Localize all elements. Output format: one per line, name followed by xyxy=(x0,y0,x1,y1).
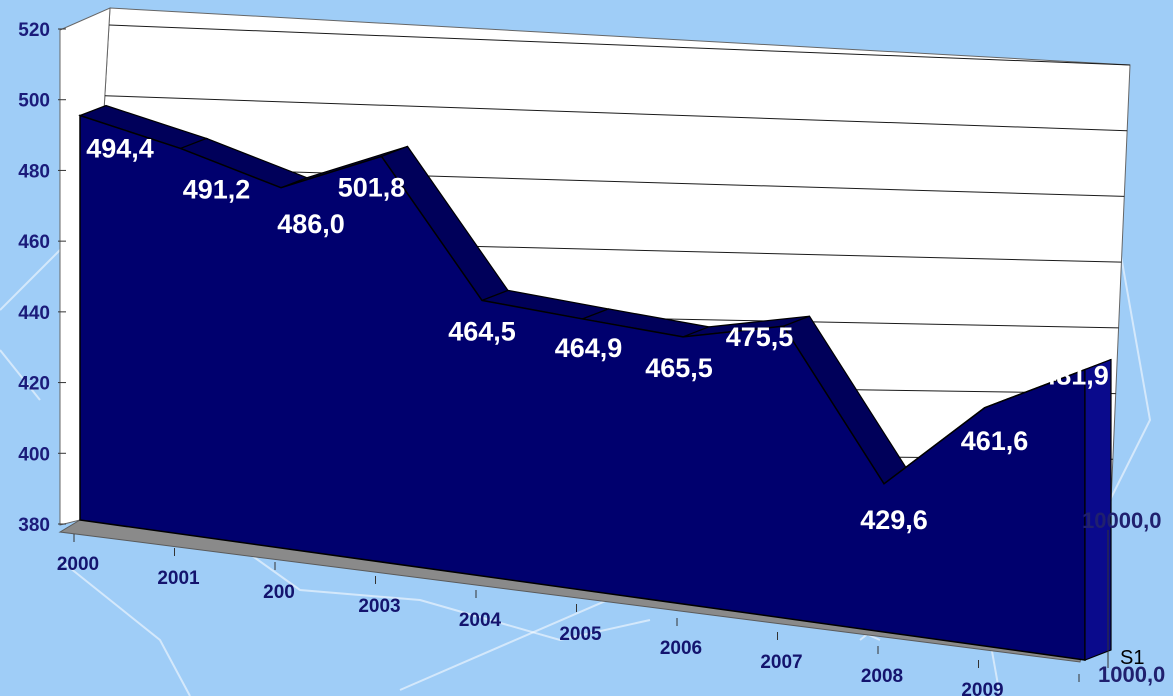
x-tick-label: 2007 xyxy=(760,652,802,673)
x-axis: 2000 2001 200 2003 2004 2005 2006 2007 2008 2009 2… xyxy=(57,534,1104,696)
y-tick-label: 460 xyxy=(18,232,50,253)
data-label: 464,5 xyxy=(448,316,516,346)
data-label: 481,9 xyxy=(1041,361,1109,391)
data-label: 429,6 xyxy=(860,505,928,535)
gridline xyxy=(104,95,1128,132)
y-tick-label: 520 xyxy=(18,20,50,41)
x-tick-label: 2006 xyxy=(660,638,702,659)
data-label: 486,0 xyxy=(277,209,345,239)
x-tick-label: 2001 xyxy=(157,568,200,589)
gridline xyxy=(108,24,1131,66)
data-label: 491,2 xyxy=(183,174,251,204)
x-tick-label: 2003 xyxy=(358,596,400,617)
y-tick-label: 440 xyxy=(18,303,50,324)
data-label: 475,5 xyxy=(726,322,794,352)
y-tick-label: 380 xyxy=(18,515,50,536)
x-tick-label: 2009 xyxy=(961,680,1003,696)
x-tick-label: 2004 xyxy=(459,610,502,631)
area-side-face xyxy=(1084,358,1112,661)
series-name-label: S1 xyxy=(1120,647,1144,669)
data-label: 501,8 xyxy=(338,172,406,202)
data-label: 461,6 xyxy=(961,426,1029,456)
y-tick-label: 480 xyxy=(18,161,50,182)
x-tick-label: 2005 xyxy=(559,624,602,645)
y-tick-label: 500 xyxy=(18,91,50,112)
data-label: 494,4 xyxy=(86,134,154,164)
x-tick-label: 200 xyxy=(263,582,295,603)
y-tick-label: 420 xyxy=(18,374,50,395)
data-labels: 494,4 491,2 486,0 501,8 464,5 464,9 465,5 475,5… xyxy=(86,134,1109,535)
data-label: 464,9 xyxy=(555,333,623,363)
y-axis: 380 400 420 440 460 480 500 520 xyxy=(18,20,66,536)
depth-axis: 10000,0 1000,0 S1 xyxy=(1082,508,1165,687)
x-tick-label: 2010 xyxy=(1062,694,1104,696)
x-tick-label: 2008 xyxy=(861,666,903,687)
area-series-s1 xyxy=(78,104,1112,661)
x-tick-label: 2000 xyxy=(57,554,99,575)
data-label: 465,5 xyxy=(645,353,713,383)
depth-axis-label: 10000,0 xyxy=(1082,508,1162,533)
y-tick-label: 400 xyxy=(18,444,50,465)
depth-axis-label: 1000,0 xyxy=(1098,662,1165,687)
